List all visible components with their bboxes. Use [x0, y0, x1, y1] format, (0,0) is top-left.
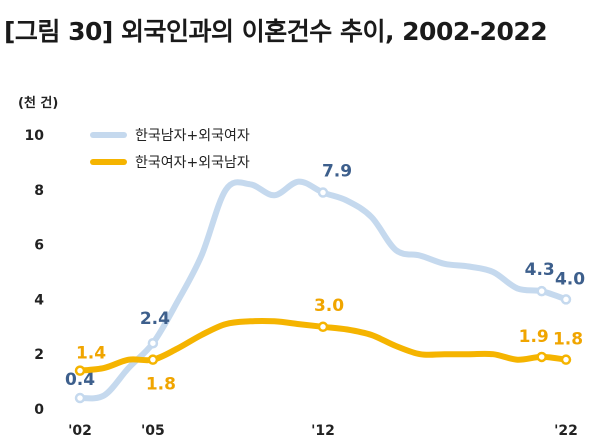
data-point-marker [536, 351, 547, 363]
y-tick-label: 4 [34, 292, 44, 308]
data-label: 4.3 [525, 260, 555, 280]
data-label: 1.9 [519, 327, 549, 347]
x-tick-label: '02 [68, 423, 92, 439]
y-axis-unit-label: (천 건) [18, 96, 59, 111]
data-label: 2.4 [140, 309, 170, 329]
data-point-marker [74, 392, 86, 404]
data-point-marker [74, 365, 86, 376]
chart-title: [그림 30] 외국인과의 이혼건수 추이, 2002-2022 [4, 17, 548, 46]
y-tick-label: 10 [25, 128, 45, 144]
legend-label-1: 한국남자+외국여자 [135, 128, 250, 144]
data-label: 1.8 [553, 330, 583, 350]
y-tick-label: 8 [34, 183, 44, 199]
data-point-marker [147, 354, 159, 365]
x-tick-label: '22 [554, 423, 578, 439]
y-tick-label: 0 [34, 402, 44, 418]
data-point-marker [317, 187, 329, 198]
data-point-marker [536, 285, 547, 297]
data-point-marker [317, 321, 329, 333]
legend-label-2: 한국여자+외국남자 [135, 155, 250, 171]
data-point-marker [560, 294, 572, 305]
data-label: 0.4 [65, 370, 95, 390]
data-label: 1.8 [146, 375, 176, 395]
data-label: 3.0 [314, 296, 344, 316]
data-label: 1.4 [76, 344, 106, 364]
y-tick-label: 6 [34, 238, 44, 254]
data-label: 7.9 [322, 162, 352, 182]
x-tick-label: '12 [311, 423, 335, 439]
data-label: 4.0 [555, 269, 585, 289]
data-point-marker [147, 337, 159, 349]
y-tick-label: 2 [34, 347, 44, 363]
series-line-1 [77, 178, 569, 402]
x-tick-label: '05 [141, 423, 165, 439]
data-point-marker [560, 354, 572, 365]
